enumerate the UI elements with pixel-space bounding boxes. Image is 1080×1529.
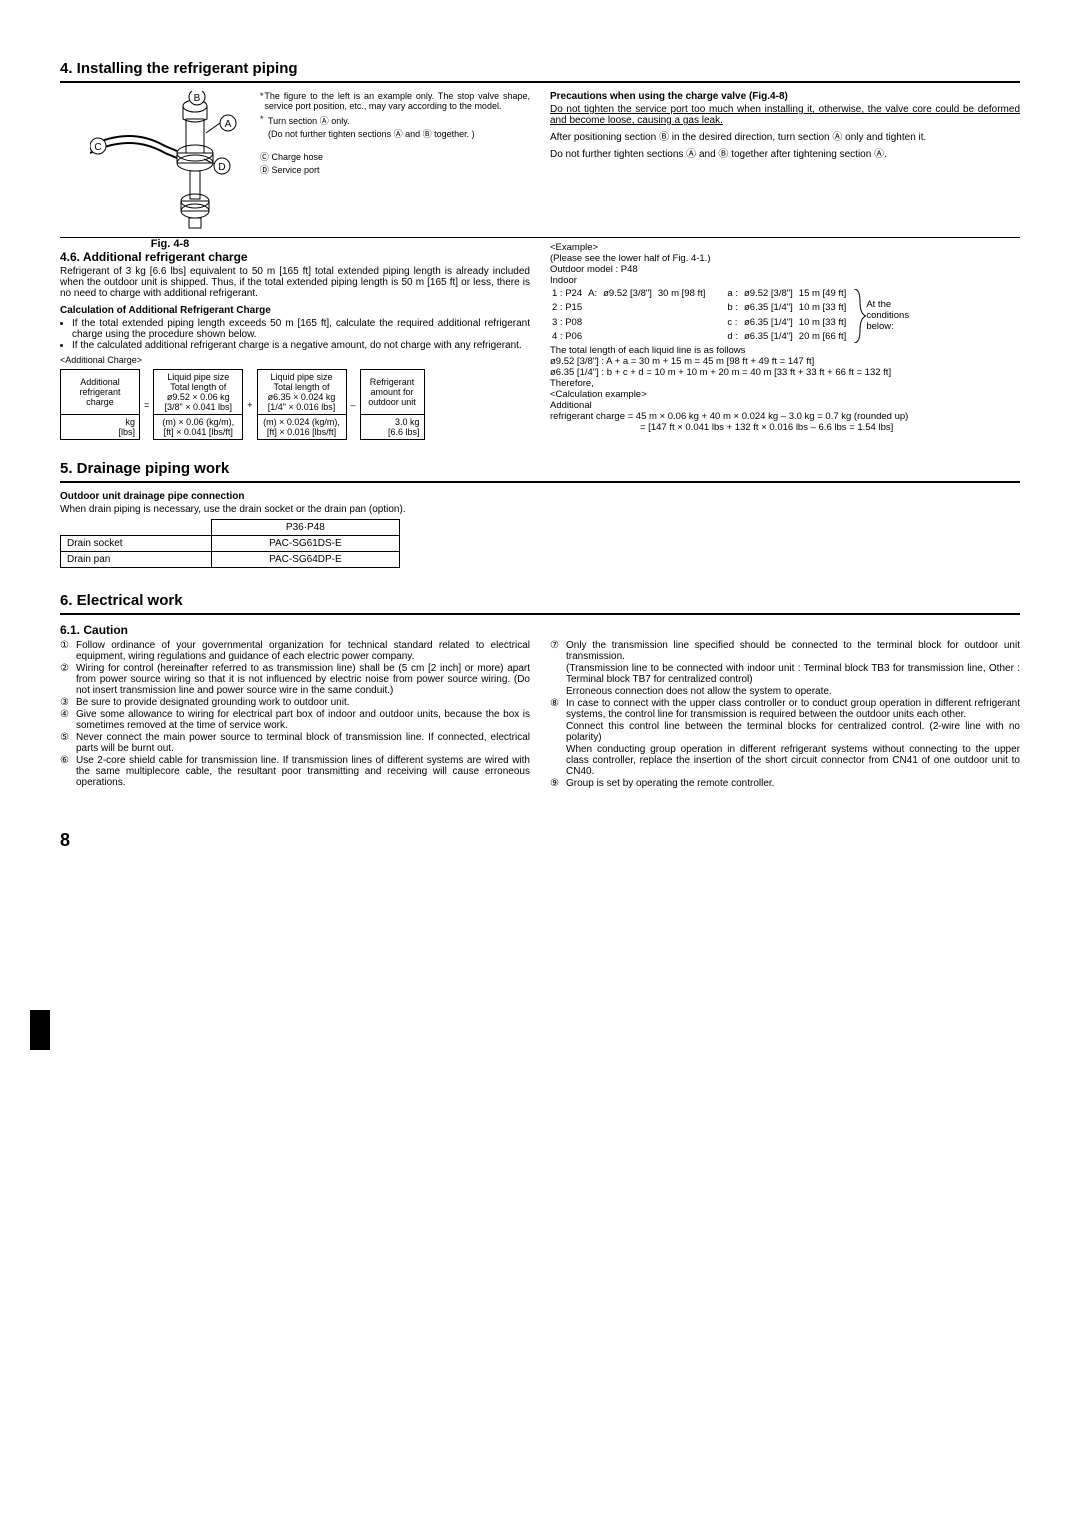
calc-b2: If the calculated additional refrigerant… [72, 340, 530, 351]
precautions-3: Do not further tighten sections Ⓐ and Ⓑ … [550, 145, 1020, 160]
formula-table: Additionalrefrigerant charge = Liquid pi… [60, 369, 425, 440]
caution-3: Be sure to provide designated grounding … [76, 697, 530, 708]
therefore: Therefore, [550, 378, 1020, 389]
caution-8c: When conducting group operation in diffe… [566, 744, 1020, 777]
note-2: Turn section Ⓐ only. [268, 114, 350, 127]
page-side-marker [30, 1010, 50, 1050]
add-charge-label: <Additional Charge> [60, 355, 530, 365]
drain-table: P36·P48 Drain socketPAC-SG61DS-E Drain p… [60, 519, 400, 568]
legend-c: Ⓒ Charge hose [260, 150, 530, 163]
calc-b1: If the total extended piping length exce… [72, 318, 530, 340]
caution-8b: Connect this control line between the te… [566, 721, 1020, 743]
caution-1: Follow ordinance of your governmental or… [76, 640, 530, 662]
additional: Additional [550, 400, 1020, 411]
note-1: The figure to the left is an example onl… [264, 91, 530, 111]
svg-text:D: D [218, 162, 225, 173]
brace-text: At the conditions below: [866, 299, 918, 332]
section-5-title: 5. Drainage piping work [60, 460, 1020, 479]
rule [60, 81, 1020, 83]
valve-diagram: B A C D Fig. 4-8 [90, 91, 250, 231]
precautions-2: After positioning section Ⓑ in the desir… [550, 128, 1020, 143]
svg-text:C: C [94, 142, 101, 153]
caution-8: In case to connect with the upper class … [566, 698, 1020, 720]
calc-title: Calculation of Additional Refrigerant Ch… [60, 305, 530, 316]
total3: ø6.35 [1/4"] : b + c + d = 10 m + 10 m +… [550, 367, 1020, 378]
brace-icon [852, 289, 866, 343]
sec5-text: When drain piping is necessary, use the … [60, 504, 530, 515]
svg-text:A: A [225, 119, 232, 130]
sec46-title: 4.6. Additional refrigerant charge [60, 250, 530, 264]
total1: The total length of each liquid line is … [550, 345, 1020, 356]
note-3: (Do not further tighten sections Ⓐ and Ⓑ… [260, 127, 530, 140]
example-label: <Example> [550, 242, 1020, 253]
fig-caption: Fig. 4-8 [90, 238, 250, 250]
calc-ex: <Calculation example> [550, 389, 1020, 400]
res2: = [147 ft × 0.041 lbs + 132 ft × 0.016 l… [550, 422, 1020, 433]
example-indoor: Indoor [550, 275, 1020, 286]
precautions-title: Precautions when using the charge valve … [550, 91, 1020, 102]
section-6-title: 6. Electrical work [60, 592, 1020, 611]
sec61-title: 6.1. Caution [60, 623, 1020, 637]
page-number: 8 [60, 830, 1020, 851]
sec46-p1: Refrigerant of 3 kg [6.6 lbs] equivalent… [60, 266, 530, 299]
caution-7: Only the transmission line specified sho… [566, 640, 1020, 662]
caution-4: Give some allowance to wiring for electr… [76, 709, 530, 731]
caution-5: Never connect the main power source to t… [76, 732, 530, 754]
res1: refrigerant charge = 45 m × 0.06 kg + 40… [550, 411, 1020, 422]
example-ref: (Please see the lower half of Fig. 4-1.) [550, 253, 1020, 264]
section-4-title: 4. Installing the refrigerant piping [60, 60, 1020, 79]
caution-2: Wiring for control (hereinafter referred… [76, 663, 530, 696]
precautions-1: Do not tighten the service port too much… [550, 104, 1020, 126]
svg-text:B: B [194, 93, 201, 104]
legend-d: Ⓓ Service port [260, 163, 530, 176]
example-lines: 1 : P24A:ø9.52 [3/8"]30 m [98 ft]a :ø9.5… [550, 286, 852, 345]
caution-7b: (Transmission line to be connected with … [566, 663, 1020, 685]
caution-6: Use 2-core shield cable for transmission… [76, 755, 530, 788]
example-outdoor: Outdoor model : P48 [550, 264, 1020, 275]
total2: ø9.52 [3/8"] : A + a = 30 m + 15 m = 45 … [550, 356, 1020, 367]
sec5-subtitle: Outdoor unit drainage pipe connection [60, 491, 530, 502]
caution-9: Group is set by operating the remote con… [566, 778, 1020, 789]
caution-7c: Erroneous connection does not allow the … [566, 686, 1020, 697]
